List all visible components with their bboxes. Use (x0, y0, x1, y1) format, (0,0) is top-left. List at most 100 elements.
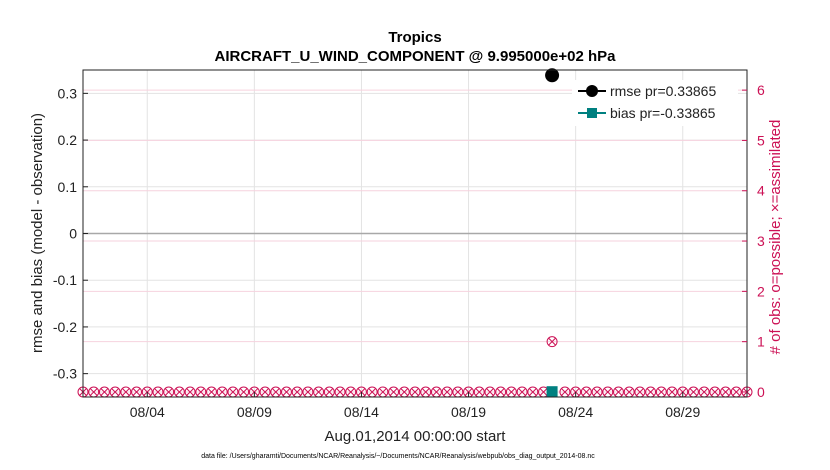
obs-assimilated-marker (732, 388, 741, 396)
x-tick-label: 08/19 (451, 404, 486, 420)
obs-assimilated-marker (689, 388, 698, 396)
obs-assimilated-marker (518, 388, 526, 396)
obs-assimilated-marker (357, 388, 366, 396)
legend-marker-square (587, 108, 597, 118)
obs-assimilated-marker (496, 388, 505, 396)
x-tick-label: 08/24 (558, 404, 593, 420)
obs-assimilated-marker (89, 388, 98, 396)
obs-assimilated-marker (539, 388, 548, 396)
obs-assimilated-marker (207, 388, 216, 396)
y-tick-label: 0.1 (58, 179, 78, 195)
legend-label: bias pr=-0.33865 (610, 105, 716, 121)
obs-assimilated-marker (282, 388, 291, 396)
rmse-point (545, 68, 560, 83)
obs-assimilated-marker (379, 388, 387, 396)
legend-marker-circle (586, 85, 598, 97)
obs-assimilated-marker (111, 388, 119, 396)
obs-assimilated-marker (154, 388, 162, 396)
legend-box (572, 80, 738, 126)
x-tick-label: 08/14 (344, 404, 379, 420)
obs-assimilated-marker (614, 388, 623, 396)
y-tick-label: -0.3 (53, 366, 77, 382)
obs-assimilated-marker (346, 388, 355, 396)
obs-assimilated-marker (325, 388, 334, 396)
obs-assimilated-marker (636, 388, 644, 396)
chart-title: Tropics (388, 29, 441, 46)
obs-assimilated-marker (421, 388, 430, 396)
y2-tick-label: 5 (757, 132, 765, 148)
x-axis-label: Aug.01,2014 00:00:00 start (325, 428, 507, 445)
obs-assimilated-marker (657, 388, 666, 396)
y-tick-label: 0.3 (58, 85, 78, 101)
obs-assimilated-marker (304, 388, 312, 396)
obs-assimilated-marker (507, 388, 516, 396)
obs-assimilated-marker (561, 388, 569, 396)
series-layer (545, 68, 560, 398)
y-axis-ticks: -0.3 -0.2 -0.1 0 0.1 0.2 0.3 (53, 85, 88, 382)
bias-point (546, 386, 558, 398)
obs-assimilated-marker (464, 388, 473, 396)
obs-assimilated-marker (143, 388, 152, 396)
obs-assimilated-marker (711, 388, 719, 396)
y2-axis-label: # of obs: o=possible; ×=assimilated (767, 120, 784, 355)
x-axis-ticks: 08/04 08/09 08/14 08/19 08/24 08/29 (130, 392, 700, 420)
footnote: data file: /Users/gharamti/Documents/NCA… (201, 453, 595, 460)
legend: rmse pr=0.33865 bias pr=-0.33865 (572, 80, 738, 126)
obs-assimilated-marker (475, 388, 484, 396)
series-0 (545, 68, 560, 83)
obs-assimilated-marker (121, 388, 130, 396)
obs-assimilated-marker (700, 388, 709, 396)
obs-assimilated-marker (368, 388, 377, 396)
obs-assimilated-marker (239, 388, 248, 396)
obs-assimilated-marker (250, 388, 259, 396)
y2-tick-label: 4 (757, 183, 765, 199)
legend-label: rmse pr=0.33865 (610, 83, 716, 99)
obs-assimilated-marker (218, 388, 227, 396)
obs-count-point (98, 386, 110, 398)
obs-assimilated-marker (432, 388, 441, 396)
obs-assimilated-marker (443, 388, 451, 396)
obs-assimilated-marker (100, 388, 109, 396)
obs-assimilated-marker (571, 388, 580, 396)
y2-tick-label: 3 (757, 233, 765, 249)
obs-assimilated-marker (548, 337, 556, 346)
obs-assimilated-marker (411, 388, 419, 396)
x-tick-label: 08/04 (130, 404, 165, 420)
y-axis-label: rmse and bias (model - observation) (29, 113, 46, 353)
y-tick-label: -0.2 (53, 319, 77, 335)
y2-tick-label: 6 (757, 82, 765, 98)
obs-assimilated-marker (336, 388, 344, 396)
obs-assimilated-marker (603, 388, 612, 396)
obs-assimilated-marker (593, 388, 601, 396)
obs-assimilated-marker (132, 388, 141, 396)
obs-assimilated-marker (389, 388, 398, 396)
x-tick-label: 08/09 (237, 404, 272, 420)
obs-count-point (687, 386, 699, 398)
obs-assimilated-marker (646, 388, 655, 396)
obs-assimilated-marker (229, 388, 237, 396)
obs-assimilated-marker (486, 388, 494, 396)
obs-count-point-nonzero (546, 336, 558, 348)
obs-assimilated-marker (678, 388, 687, 396)
obs-assimilated-marker (175, 388, 184, 396)
obs-assimilated-marker (293, 388, 302, 396)
obs-possible-marker (546, 336, 558, 348)
obs-assimilated-marker (625, 388, 634, 396)
y2-tick-label: 1 (757, 334, 765, 350)
obs-assimilated-marker (314, 388, 323, 396)
obs-assimilated-marker (164, 388, 173, 396)
obs-assimilated-marker (668, 388, 676, 396)
obs-assimilated-marker (196, 388, 205, 396)
y2-axis-ticks: 0 1 2 3 4 5 6 (742, 82, 765, 400)
y-tick-label: 0 (69, 226, 77, 242)
series-1 (546, 386, 558, 398)
obs-assimilated-marker (528, 388, 537, 396)
y-tick-label: 0.2 (58, 132, 78, 148)
obs-assimilated-marker (453, 388, 462, 396)
y-tick-label: -0.1 (53, 272, 77, 288)
x-tick-label: 08/29 (665, 404, 700, 420)
obs-assimilated-marker (261, 388, 269, 396)
y2-tick-label: 0 (757, 384, 765, 400)
obs-assimilated-marker (271, 388, 280, 396)
obs-assimilated-marker (400, 388, 409, 396)
